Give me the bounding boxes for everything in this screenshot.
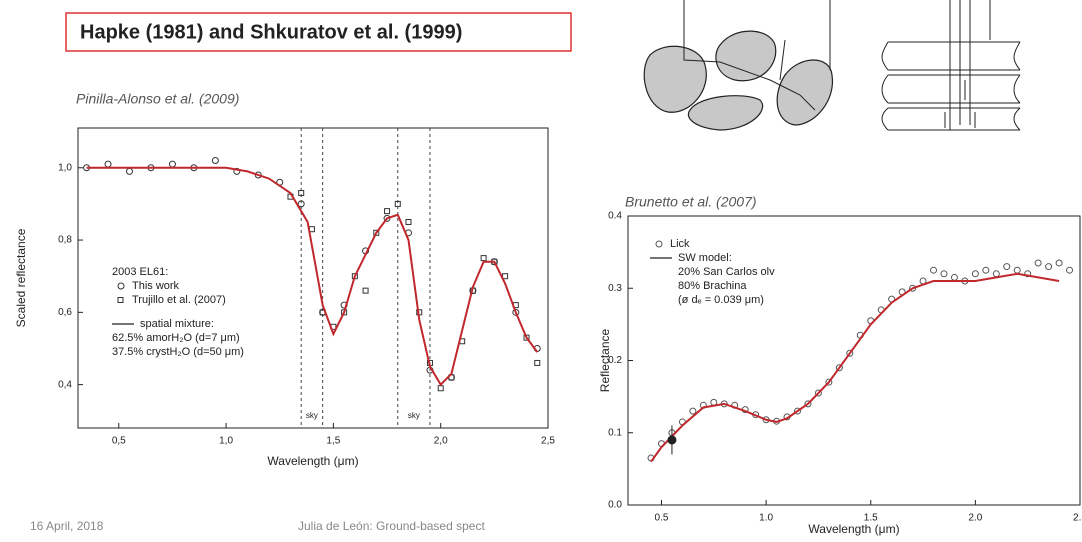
x-tick-label: 2,0 [434,436,448,447]
title-box [65,12,572,52]
data-point [846,349,854,357]
data-point [804,400,812,408]
x-axis-label: Wavelength (μm) [808,522,899,536]
data-point [534,359,541,366]
legend-swatch [117,282,125,290]
data-point [362,287,369,294]
data-point [297,200,305,208]
legend-label: This work [132,280,180,292]
grain-diagram [643,0,834,131]
legend-note: 20% San Carlos olv [678,266,775,278]
data-point [298,190,305,197]
x-tick-label: 2.5 [1073,513,1082,524]
plot-frame [77,127,549,429]
y-tick-label: 0.3 [608,283,622,294]
data-point [405,218,412,225]
data-point [512,308,520,316]
data-point [437,385,444,392]
y-tick-label: 0,4 [58,379,72,390]
legend-note: 37.5% crystH₂O (d=50 μm) [112,346,244,358]
data-point [1066,266,1074,274]
data-point [233,167,241,175]
legend-note: 62.5% amorH₂O (d=7 μm) [112,332,240,344]
data-point [1003,263,1011,271]
x-tick-label: 1.0 [759,513,773,524]
data-point [971,270,979,278]
legend-label: Lick [670,238,690,250]
data-point [940,270,948,278]
y-tick-label: 0.2 [608,355,622,366]
data-point [211,157,219,165]
data-point [930,266,938,274]
data-point [1055,259,1063,267]
legend-note: (ø dₑ = 0.039 μm) [678,294,764,306]
sky-label: sky [408,411,420,420]
data-point [126,167,134,175]
x-axis-label: Wavelength (μm) [267,454,358,468]
y-tick-label: 0.0 [608,500,622,511]
data-point [1045,263,1053,271]
data-point [794,407,801,415]
y-axis-label: Scaled reflectance [14,228,28,327]
legend-swatch [655,240,663,248]
legend-label: Trujillo et al. (2007) [132,294,226,306]
legend-note: 80% Brachina [678,280,747,292]
data-point [104,160,112,168]
chart-caption: Pinilla-Alonso et al. (2009) [76,91,239,107]
reference-point [667,435,677,445]
y-tick-label: 0,8 [58,235,72,246]
slide-title: Hapke (1981) and Shkuratov et al. (1999) [80,21,462,43]
y-tick-label: 0,6 [58,307,72,318]
data-point [480,255,487,262]
slab-diagram [881,0,1021,131]
y-tick-label: 0.1 [608,427,622,438]
data-point [1024,270,1032,278]
footer-date: 16 April, 2018 [30,519,104,533]
legend-swatch [117,297,124,303]
data-point [992,270,1000,278]
footer-author: Julia de León: Ground-based spect [298,519,485,533]
data-point [689,407,697,415]
legend-label: SW model: [678,252,732,264]
data-point [835,364,843,372]
data-point [384,208,391,215]
data-point [950,273,958,281]
x-tick-label: 1.5 [864,513,878,524]
model-line [650,272,1060,463]
x-tick-label: 2,5 [541,436,555,447]
legend-title: 2003 EL61: [112,266,168,278]
x-tick-label: 2.0 [968,513,982,524]
y-axis-label: Reflectance [598,328,612,392]
x-tick-label: 1,5 [326,436,340,447]
data-point [825,378,833,386]
data-point [373,229,380,236]
x-tick-label: 1,0 [219,436,233,447]
data-point [814,389,822,397]
data-point [982,266,990,274]
data-point [394,200,401,207]
x-tick-label: 0.5 [655,513,669,524]
sky-label: sky [306,411,318,420]
chart-caption: Brunetto et al. (2007) [625,194,757,210]
y-tick-label: 1,0 [58,162,72,173]
data-point [1034,259,1042,267]
data-point [1013,266,1021,274]
data-point [168,160,176,168]
x-tick-label: 0,5 [112,436,126,447]
legend-label: spatial mixture: [140,318,214,330]
y-tick-label: 0.4 [608,211,622,222]
model-line [86,166,539,387]
